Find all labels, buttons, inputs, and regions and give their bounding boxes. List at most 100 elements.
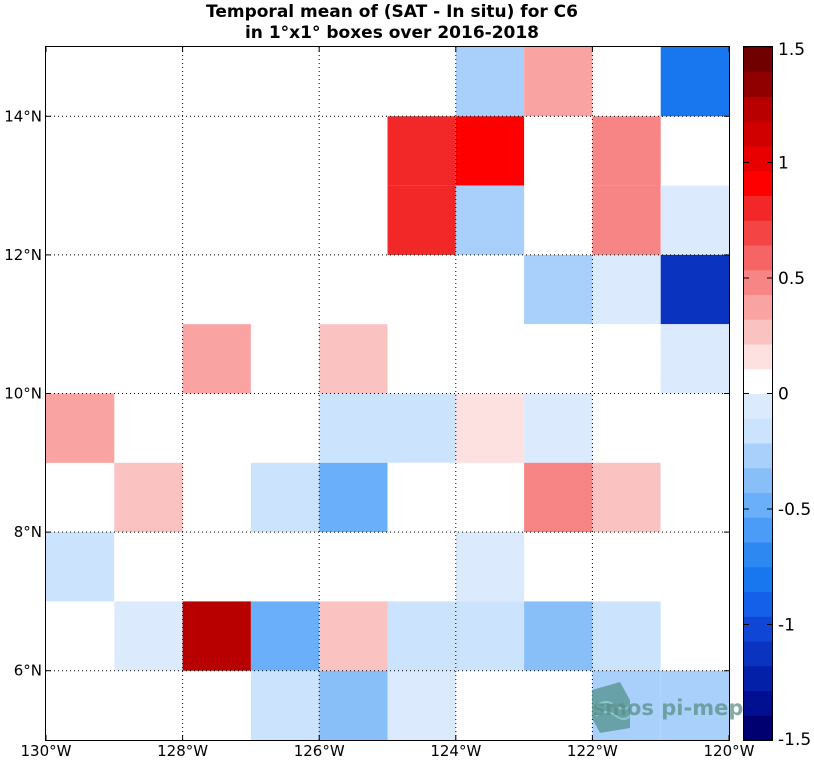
heatmap-cell xyxy=(387,601,456,671)
heatmap-cell xyxy=(660,462,729,533)
heatmap-cell xyxy=(455,393,525,463)
colorbar-segment xyxy=(744,591,772,617)
smos-pi-mep-watermark: smos pi-mep xyxy=(592,682,743,733)
heatmap-cell xyxy=(250,601,320,671)
x-tick-label: 130°W xyxy=(21,742,72,760)
plot-frame xyxy=(45,46,730,741)
heatmap-cell xyxy=(592,185,661,255)
colorbar-frame xyxy=(743,46,773,741)
colorbar-tick-label: 0.5 xyxy=(778,269,805,289)
colorbar-tick-label: -1 xyxy=(778,616,795,636)
colorbar-segment xyxy=(744,542,772,568)
heatmap-cell xyxy=(387,670,456,740)
heatmap-cell xyxy=(114,601,183,671)
heatmap-cell xyxy=(524,601,593,671)
heatmap-cell xyxy=(455,116,525,186)
heatmap-cell xyxy=(319,601,388,671)
y-tick-label: 6°N xyxy=(14,662,42,680)
colorbar-segment xyxy=(744,492,772,518)
colorbar-segment xyxy=(744,443,772,469)
heatmap-cell xyxy=(387,462,456,533)
x-tick-label: 128°W xyxy=(157,742,208,760)
y-tick-label: 12°N xyxy=(4,246,42,264)
y-axis-ticks: 6°N 8°N 10°N 12°N 14°N xyxy=(4,107,729,680)
colorbar-tick-label: 0 xyxy=(778,385,789,405)
heatmap-cell xyxy=(524,670,593,740)
chart-title-line-1: Temporal mean of (SAT - In situ) for C6 xyxy=(206,2,578,22)
heatmap-cell xyxy=(524,324,593,394)
heatmap-cell xyxy=(46,324,115,394)
colorbar-segment xyxy=(744,715,772,741)
colorbar-tick-label: 1 xyxy=(778,154,789,174)
y-tick-label: 10°N xyxy=(4,385,42,403)
colorbar-segment xyxy=(744,665,772,691)
x-axis-ticks: 130°W 128°W 126°W 124°W 122°W 120°W xyxy=(21,47,755,760)
colorbar-ticks: 1.5 1 0.5 0 -0.5 -1 -1.5 xyxy=(744,40,811,750)
colorbar-segment xyxy=(744,71,772,97)
colorbar-segment xyxy=(744,294,772,320)
heatmap-cell xyxy=(592,324,661,394)
colorbar-segment xyxy=(744,690,772,716)
colorbar-segment xyxy=(744,96,772,122)
heatmap-cell xyxy=(319,670,388,740)
colorbar-segment xyxy=(744,170,772,196)
colorbar-tick-label: 1.5 xyxy=(778,40,805,60)
heatmap-cell xyxy=(182,324,251,394)
heatmap-cell xyxy=(524,47,593,117)
heatmap-cell xyxy=(250,462,320,533)
x-tick-label: 120°W xyxy=(704,742,755,760)
colorbar-segment xyxy=(744,418,772,444)
heatmap-cell xyxy=(250,670,320,740)
heatmap-cell xyxy=(592,462,661,533)
heatmap-cell xyxy=(660,185,729,255)
heatmap-cell xyxy=(114,462,183,533)
heatmap-cell xyxy=(660,670,729,740)
watermark-label: smos pi-mep xyxy=(593,696,744,720)
colorbar-segment xyxy=(744,146,772,172)
heatmap-cell xyxy=(387,116,456,186)
heatmap-cell xyxy=(592,601,661,671)
x-tick-label: 122°W xyxy=(567,742,618,760)
heatmap-cell xyxy=(114,532,183,602)
x-tick-label: 124°W xyxy=(430,742,481,760)
heatmap-cell xyxy=(455,532,525,602)
heatmap-cell xyxy=(46,532,115,602)
colorbar-segment xyxy=(744,269,772,295)
heatmap-cell xyxy=(319,324,388,394)
heatmap-cell xyxy=(660,532,729,602)
y-tick-label: 8°N xyxy=(14,523,42,541)
colorbar-segment xyxy=(744,245,772,271)
colorbar-segment xyxy=(744,220,772,246)
heatmap-cell xyxy=(524,254,593,325)
heatmap-cell xyxy=(660,324,729,394)
heatmap-cell xyxy=(250,324,320,394)
colorbar-segment xyxy=(744,344,772,370)
heatmap-cell xyxy=(387,185,456,255)
heatmap-cell xyxy=(455,47,525,117)
colorbar-segment xyxy=(744,121,772,147)
colorbar-segment xyxy=(744,517,772,543)
heatmap-cell xyxy=(660,254,729,325)
heatmap-cell xyxy=(319,462,388,533)
colorbar-segment xyxy=(744,616,772,642)
heatmap-cell xyxy=(455,601,525,671)
heatmap-cell xyxy=(319,393,388,463)
heatmap-cell xyxy=(524,393,593,463)
smos-logo-icon xyxy=(592,682,631,733)
heatmap-cell xyxy=(660,47,729,117)
colorbar-segment xyxy=(744,566,772,592)
heatmap-cell xyxy=(387,393,456,463)
colorbar-segment xyxy=(744,368,772,394)
colorbar-segment xyxy=(744,393,772,419)
colorbar-tick-label: -1.5 xyxy=(778,730,811,750)
heatmap-cell xyxy=(592,116,661,186)
heatmap-cell xyxy=(592,254,661,325)
colorbar xyxy=(744,47,772,741)
heatmap-cell xyxy=(182,601,251,671)
colorbar-tick-label: -0.5 xyxy=(778,500,811,520)
colorbar-segment xyxy=(744,467,772,493)
colorbar-segment xyxy=(744,195,772,221)
chart-title-line-2: in 1°x1° boxes over 2016-2018 xyxy=(245,23,539,43)
y-tick-label: 14°N xyxy=(4,107,42,125)
